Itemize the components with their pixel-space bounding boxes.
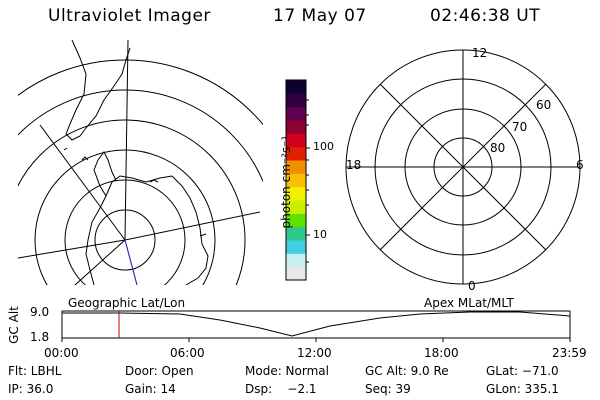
mlat-label-60: 60 xyxy=(536,98,552,112)
glat-status: GLat: −71.0 xyxy=(486,364,559,378)
colorbar-band xyxy=(286,213,306,228)
mlt-label-12: 12 xyxy=(472,46,488,60)
colorbar-band xyxy=(286,253,306,268)
geographic-map xyxy=(18,40,263,285)
meridian-line xyxy=(124,211,261,241)
track-x-tick-1800: 18:00 xyxy=(424,346,459,360)
colorbar-tick-10: 10 xyxy=(313,228,327,241)
colorbar-band xyxy=(286,173,306,188)
colorbar-band xyxy=(286,93,306,108)
colorbar-ticks xyxy=(306,99,310,263)
polar-grid xyxy=(345,49,581,285)
flt-status: Flt: LBHL xyxy=(8,364,62,378)
satellite-meridian-line xyxy=(124,239,138,285)
time-label: 02:46:38 UT xyxy=(430,6,541,26)
lat-circle-40 xyxy=(18,89,263,183)
mlt-label-18: 18 xyxy=(346,158,362,172)
track-x-tick-0000: 00:00 xyxy=(44,346,79,360)
track-axis-label: GC Alt xyxy=(7,306,21,344)
mlat-label-80: 80 xyxy=(490,141,506,155)
meridian-line xyxy=(18,239,126,259)
colorbar-band xyxy=(286,133,306,148)
lat-circle-30 xyxy=(18,59,263,126)
dsp-status: Dsp: −2.1 xyxy=(245,382,317,396)
glon-status: GLon: 335.1 xyxy=(486,382,559,396)
mlat-label-70: 70 xyxy=(512,120,528,134)
meridian-line xyxy=(74,239,126,285)
date-label: 17 May 07 xyxy=(273,6,367,26)
door-status: Door: Open xyxy=(125,364,194,378)
lat-circle-60 xyxy=(34,149,216,285)
gain-status: Gain: 14 xyxy=(125,382,176,396)
track-plot xyxy=(61,310,571,342)
track-y-tick-max: 9.0 xyxy=(30,305,50,319)
colorbar-band xyxy=(286,160,306,174)
colorbar-band xyxy=(286,240,306,254)
colorbar-band xyxy=(286,80,306,94)
ip-status: IP: 36.0 xyxy=(8,382,54,396)
track-x-tick-2359: 23:59 xyxy=(552,346,587,360)
colorbar-band xyxy=(286,120,306,134)
colorbar-band xyxy=(286,266,306,281)
antarctic-peninsula xyxy=(93,151,117,197)
meridian-line xyxy=(39,124,126,241)
track-x-tick-0600: 06:00 xyxy=(170,346,205,360)
altitude-curve xyxy=(62,311,571,337)
track-right-title: Apex MLat/MLT xyxy=(424,296,514,310)
lat-circle-50 xyxy=(18,119,246,285)
colorbar-band xyxy=(286,106,306,121)
track-x-tick-1200: 12:00 xyxy=(297,346,332,360)
south-america-coastline xyxy=(65,40,131,141)
mlt-label-6: 6 xyxy=(576,158,584,172)
colorbar-unit-label: photon cm⁻²s⁻¹ xyxy=(279,135,293,229)
colorbar-tick-100: 100 xyxy=(313,140,334,153)
gc-alt-status: GC Alt: 9.0 Re xyxy=(365,364,449,378)
colorbar-band xyxy=(286,226,306,241)
colorbar xyxy=(286,80,306,281)
colorbar-band xyxy=(286,186,306,201)
track-left-title: Geographic Lat/Lon xyxy=(68,296,186,310)
diagonal-line xyxy=(379,83,547,251)
mlt-label-0: 0 xyxy=(468,279,476,293)
instrument-title: Ultraviolet Imager xyxy=(48,6,211,26)
track-frame xyxy=(61,310,571,339)
colorbar-band xyxy=(286,146,306,161)
mode-status: Mode: Normal xyxy=(245,364,329,378)
lat-circle-70 xyxy=(64,179,186,285)
seq-status: Seq: 39 xyxy=(365,382,411,396)
colorbar-frame xyxy=(285,79,307,281)
track-y-tick-min: 1.8 xyxy=(30,330,50,344)
islands xyxy=(63,147,207,237)
meridian-line xyxy=(124,40,129,241)
colorbar-band xyxy=(286,200,306,214)
